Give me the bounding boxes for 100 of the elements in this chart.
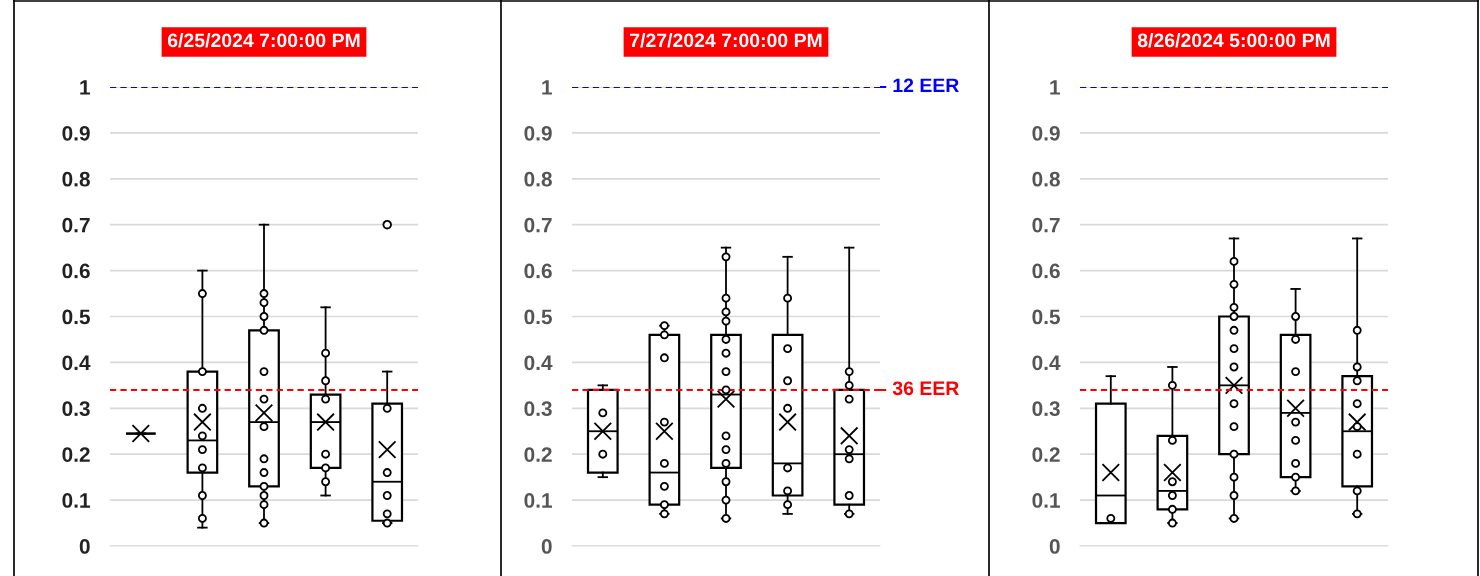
point	[321, 394, 331, 404]
point	[1229, 256, 1239, 266]
point	[783, 344, 793, 354]
point	[1229, 302, 1239, 312]
point	[382, 518, 392, 528]
y-tick-label: 0.6	[1032, 263, 1060, 279]
point	[1291, 472, 1301, 482]
y-tick-label: 0.8	[62, 171, 90, 187]
point	[1229, 491, 1239, 500]
point	[659, 458, 669, 468]
point	[321, 463, 331, 473]
point	[598, 408, 608, 418]
point	[844, 394, 854, 404]
point	[1352, 376, 1362, 386]
y-tick-label: 0.4	[524, 355, 553, 371]
point	[659, 353, 669, 363]
point	[259, 394, 269, 404]
point	[721, 477, 731, 487]
point	[1167, 491, 1177, 500]
point	[1229, 312, 1239, 321]
point	[382, 468, 392, 478]
point	[382, 509, 392, 519]
y-tick-label: 0.4	[1032, 355, 1061, 371]
point	[382, 491, 392, 500]
point	[1352, 362, 1362, 372]
point	[844, 454, 854, 464]
y-tick-label: 0.6	[524, 263, 552, 279]
point	[197, 445, 207, 455]
point	[659, 321, 669, 331]
point	[1352, 399, 1362, 409]
y-tick-label: 0	[1049, 539, 1060, 554]
point	[259, 491, 269, 500]
y-tick-label: 0.8	[524, 171, 552, 187]
point	[783, 403, 793, 413]
y-tick-label: 0.1	[62, 493, 90, 508]
point	[321, 449, 331, 459]
point	[721, 293, 731, 303]
point	[1167, 504, 1177, 514]
chart-title: 8/26/2024 5:00:00 PM	[1137, 32, 1330, 48]
y-tick-label: 0.9	[62, 125, 90, 141]
point	[659, 330, 669, 340]
point	[844, 509, 854, 519]
point	[1229, 472, 1239, 482]
point	[783, 500, 793, 510]
point	[1291, 458, 1301, 468]
y-tick-label: 0.8	[1032, 171, 1060, 187]
y-tick-label: 0.3	[62, 401, 90, 417]
point	[659, 481, 669, 491]
point	[197, 431, 207, 441]
point	[844, 380, 854, 390]
point	[1167, 518, 1177, 528]
point	[1291, 367, 1301, 377]
point	[197, 514, 207, 523]
y-tick-label: 0.2	[524, 447, 552, 462]
point	[1167, 477, 1177, 487]
point	[259, 468, 269, 478]
point	[844, 445, 854, 455]
point	[197, 403, 207, 413]
point	[721, 495, 731, 505]
point	[1229, 344, 1239, 354]
point	[321, 477, 331, 487]
point	[1291, 417, 1301, 427]
point	[321, 348, 331, 358]
point	[259, 422, 269, 432]
y-tick-label: 0	[541, 539, 552, 554]
point	[259, 500, 269, 510]
point	[321, 376, 331, 386]
y-tick-label: 0.5	[524, 309, 552, 325]
y-tick-label: 1	[542, 80, 552, 95]
ref-line-label: 12 EER	[893, 78, 959, 93]
point	[721, 431, 731, 441]
point	[259, 312, 269, 321]
y-tick-label: 0.7	[62, 217, 90, 233]
y-tick-label: 0.6	[62, 263, 90, 279]
chart-title: 7/27/2024 7:00:00 PM	[630, 32, 822, 48]
point	[844, 367, 854, 377]
y-tick-label: 0.1	[524, 493, 552, 508]
point	[1229, 279, 1239, 289]
point	[1352, 509, 1362, 519]
point	[1291, 335, 1301, 344]
point	[659, 509, 669, 519]
point	[1352, 486, 1362, 496]
y-tick-label: 0.3	[524, 401, 552, 417]
point	[1352, 449, 1362, 459]
point	[1291, 312, 1301, 321]
point	[259, 481, 269, 491]
point	[1291, 486, 1301, 496]
point	[259, 518, 269, 528]
point	[197, 367, 207, 377]
y-tick-label: 0.2	[62, 447, 90, 462]
point	[783, 486, 793, 496]
y-tick-label: 0	[79, 539, 90, 554]
point	[1229, 362, 1239, 372]
point	[1106, 514, 1116, 523]
point	[197, 289, 207, 298]
y-tick-label: 0.7	[1032, 217, 1060, 233]
point	[783, 463, 793, 473]
point	[783, 376, 793, 386]
point	[1229, 325, 1239, 335]
chart-title: 6/25/2024 7:00:00 PM	[167, 32, 360, 48]
